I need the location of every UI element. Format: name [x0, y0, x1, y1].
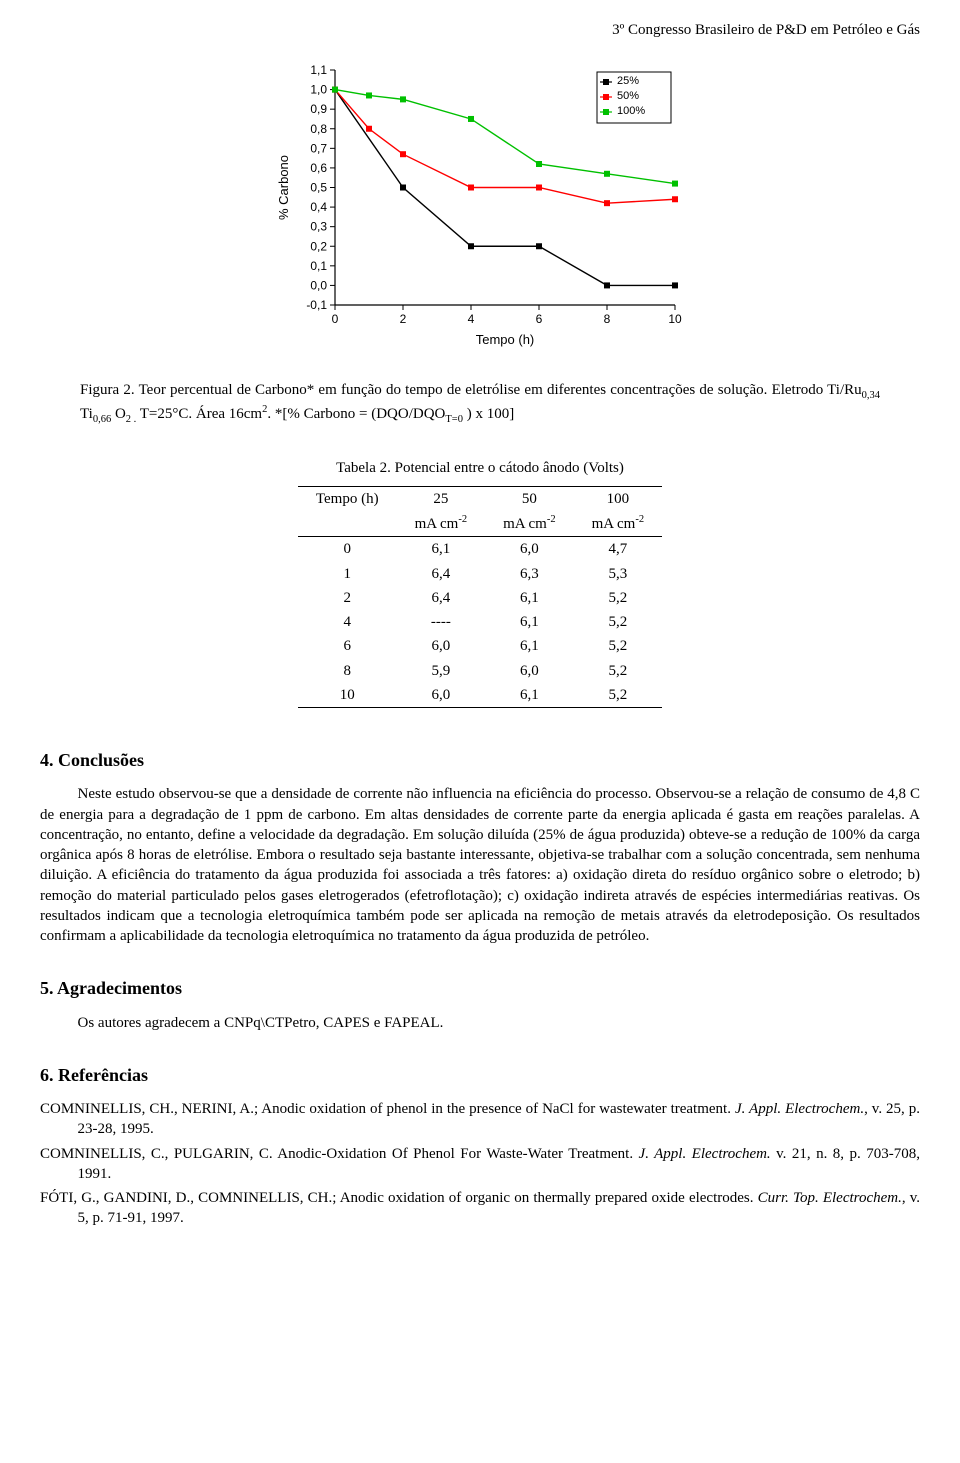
table-row: 4----6,15,2 [298, 610, 662, 634]
table-cell: 6,0 [397, 683, 486, 708]
svg-text:Tempo (h): Tempo (h) [476, 332, 535, 347]
table-header-row: Tempo (h) 25 50 100 [298, 486, 662, 511]
acknowledgements-body: Os autores agradecem a CNPq\CTPetro, CAP… [40, 1013, 920, 1033]
table-cell: 5,2 [574, 586, 663, 610]
table-cell: 6,1 [485, 610, 574, 634]
table-row: 16,46,35,3 [298, 562, 662, 586]
svg-text:2: 2 [400, 312, 407, 326]
svg-text:0,9: 0,9 [310, 102, 327, 116]
svg-text:0,2: 0,2 [310, 240, 327, 254]
table-cell: 5,3 [574, 562, 663, 586]
svg-text:0,1: 0,1 [310, 259, 327, 273]
caption-prefix: Figura 2. [80, 382, 139, 398]
table-cell: 4,7 [574, 537, 663, 562]
svg-text:1,0: 1,0 [310, 83, 327, 97]
svg-text:8: 8 [604, 312, 611, 326]
table-container: Tempo (h) 25 50 100 mA cm-2 mA cm-2 mA c… [40, 486, 920, 708]
table-title: Tabela 2. Potencial entre o cátodo ânodo… [40, 458, 920, 478]
col-subheader [298, 511, 397, 537]
table-row: 66,06,15,2 [298, 634, 662, 658]
table-cell: 6,0 [485, 537, 574, 562]
svg-text:100%: 100% [617, 105, 645, 117]
table-cell: 6 [298, 634, 397, 658]
table-cell: 4 [298, 610, 397, 634]
potential-table: Tempo (h) 25 50 100 mA cm-2 mA cm-2 mA c… [298, 486, 662, 708]
svg-text:0,0: 0,0 [310, 279, 327, 293]
carbon-chart: -0,1 0,0 0,1 0,2 0,3 0,4 0,5 0,6 0,7 0,8 0,9 1,0 1,1… [270, 60, 690, 350]
table-cell: 10 [298, 683, 397, 708]
table-cell: 5,2 [574, 683, 663, 708]
table-row: 06,16,04,7 [298, 537, 662, 562]
svg-text:0,3: 0,3 [310, 220, 327, 234]
table-cell: 8 [298, 659, 397, 683]
svg-text:0,8: 0,8 [310, 122, 327, 136]
table-row: 106,06,15,2 [298, 683, 662, 708]
table-row: 26,46,15,2 [298, 586, 662, 610]
svg-text:25%: 25% [617, 75, 639, 87]
table-cell: 6,3 [485, 562, 574, 586]
col-subheader: mA cm-2 [574, 511, 663, 537]
svg-text:0,4: 0,4 [310, 200, 327, 214]
table-cell: 6,1 [485, 683, 574, 708]
svg-text:0,5: 0,5 [310, 181, 327, 195]
svg-text:0: 0 [332, 312, 339, 326]
svg-text:50%: 50% [617, 90, 639, 102]
table-cell: 6,4 [397, 562, 486, 586]
svg-text:10: 10 [668, 312, 682, 326]
chart-container: -0,1 0,0 0,1 0,2 0,3 0,4 0,5 0,6 0,7 0,8 0,9 1,0 1,1… [40, 60, 920, 350]
table-cell: 6,0 [397, 634, 486, 658]
acknowledgements-heading: 5. Agradecimentos [40, 976, 920, 1000]
col-subheader: mA cm-2 [485, 511, 574, 537]
table-row: 85,96,05,2 [298, 659, 662, 683]
reference-item: COMNINELLIS, C., PULGARIN, C. Anodic-Oxi… [40, 1144, 920, 1185]
col-header: 50 [485, 486, 574, 511]
svg-text:0,6: 0,6 [310, 161, 327, 175]
table-cell: ---- [397, 610, 486, 634]
svg-text:% Carbono: % Carbono [276, 155, 291, 220]
references-heading: 6. Referências [40, 1063, 920, 1087]
conclusions-body: Neste estudo observou-se que a densidade… [40, 784, 920, 946]
col-header: Tempo (h) [298, 486, 397, 511]
figure-caption: Figura 2. Teor percentual de Carbono* em… [80, 380, 880, 427]
svg-text:1,1: 1,1 [310, 63, 327, 77]
reference-item: FÓTI, G., GANDINI, D., COMNINELLIS, CH.;… [40, 1188, 920, 1229]
col-header: 100 [574, 486, 663, 511]
table-cell: 1 [298, 562, 397, 586]
svg-text:4: 4 [468, 312, 475, 326]
running-head: 3º Congresso Brasileiro de P&D em Petról… [40, 20, 920, 40]
table-cell: 6,1 [397, 537, 486, 562]
table-cell: 0 [298, 537, 397, 562]
table-cell: 5,9 [397, 659, 486, 683]
table-cell: 5,2 [574, 610, 663, 634]
table-cell: 6,1 [485, 634, 574, 658]
svg-text:0,7: 0,7 [310, 142, 327, 156]
caption-text: Teor percentual de Carbono* em função do… [80, 382, 880, 422]
col-subheader: mA cm-2 [397, 511, 486, 537]
table-subheader-row: mA cm-2 mA cm-2 mA cm-2 [298, 511, 662, 537]
table-cell: 5,2 [574, 659, 663, 683]
table-cell: 6,4 [397, 586, 486, 610]
table-cell: 6,1 [485, 586, 574, 610]
table-cell: 6,0 [485, 659, 574, 683]
references-list: COMNINELLIS, CH., NERINI, A.; Anodic oxi… [40, 1099, 920, 1229]
col-header: 25 [397, 486, 486, 511]
svg-text:-0,1: -0,1 [306, 298, 327, 312]
table-cell: 5,2 [574, 634, 663, 658]
table-cell: 2 [298, 586, 397, 610]
svg-text:6: 6 [536, 312, 543, 326]
reference-item: COMNINELLIS, CH., NERINI, A.; Anodic oxi… [40, 1099, 920, 1140]
conclusions-heading: 4. Conclusões [40, 748, 920, 772]
